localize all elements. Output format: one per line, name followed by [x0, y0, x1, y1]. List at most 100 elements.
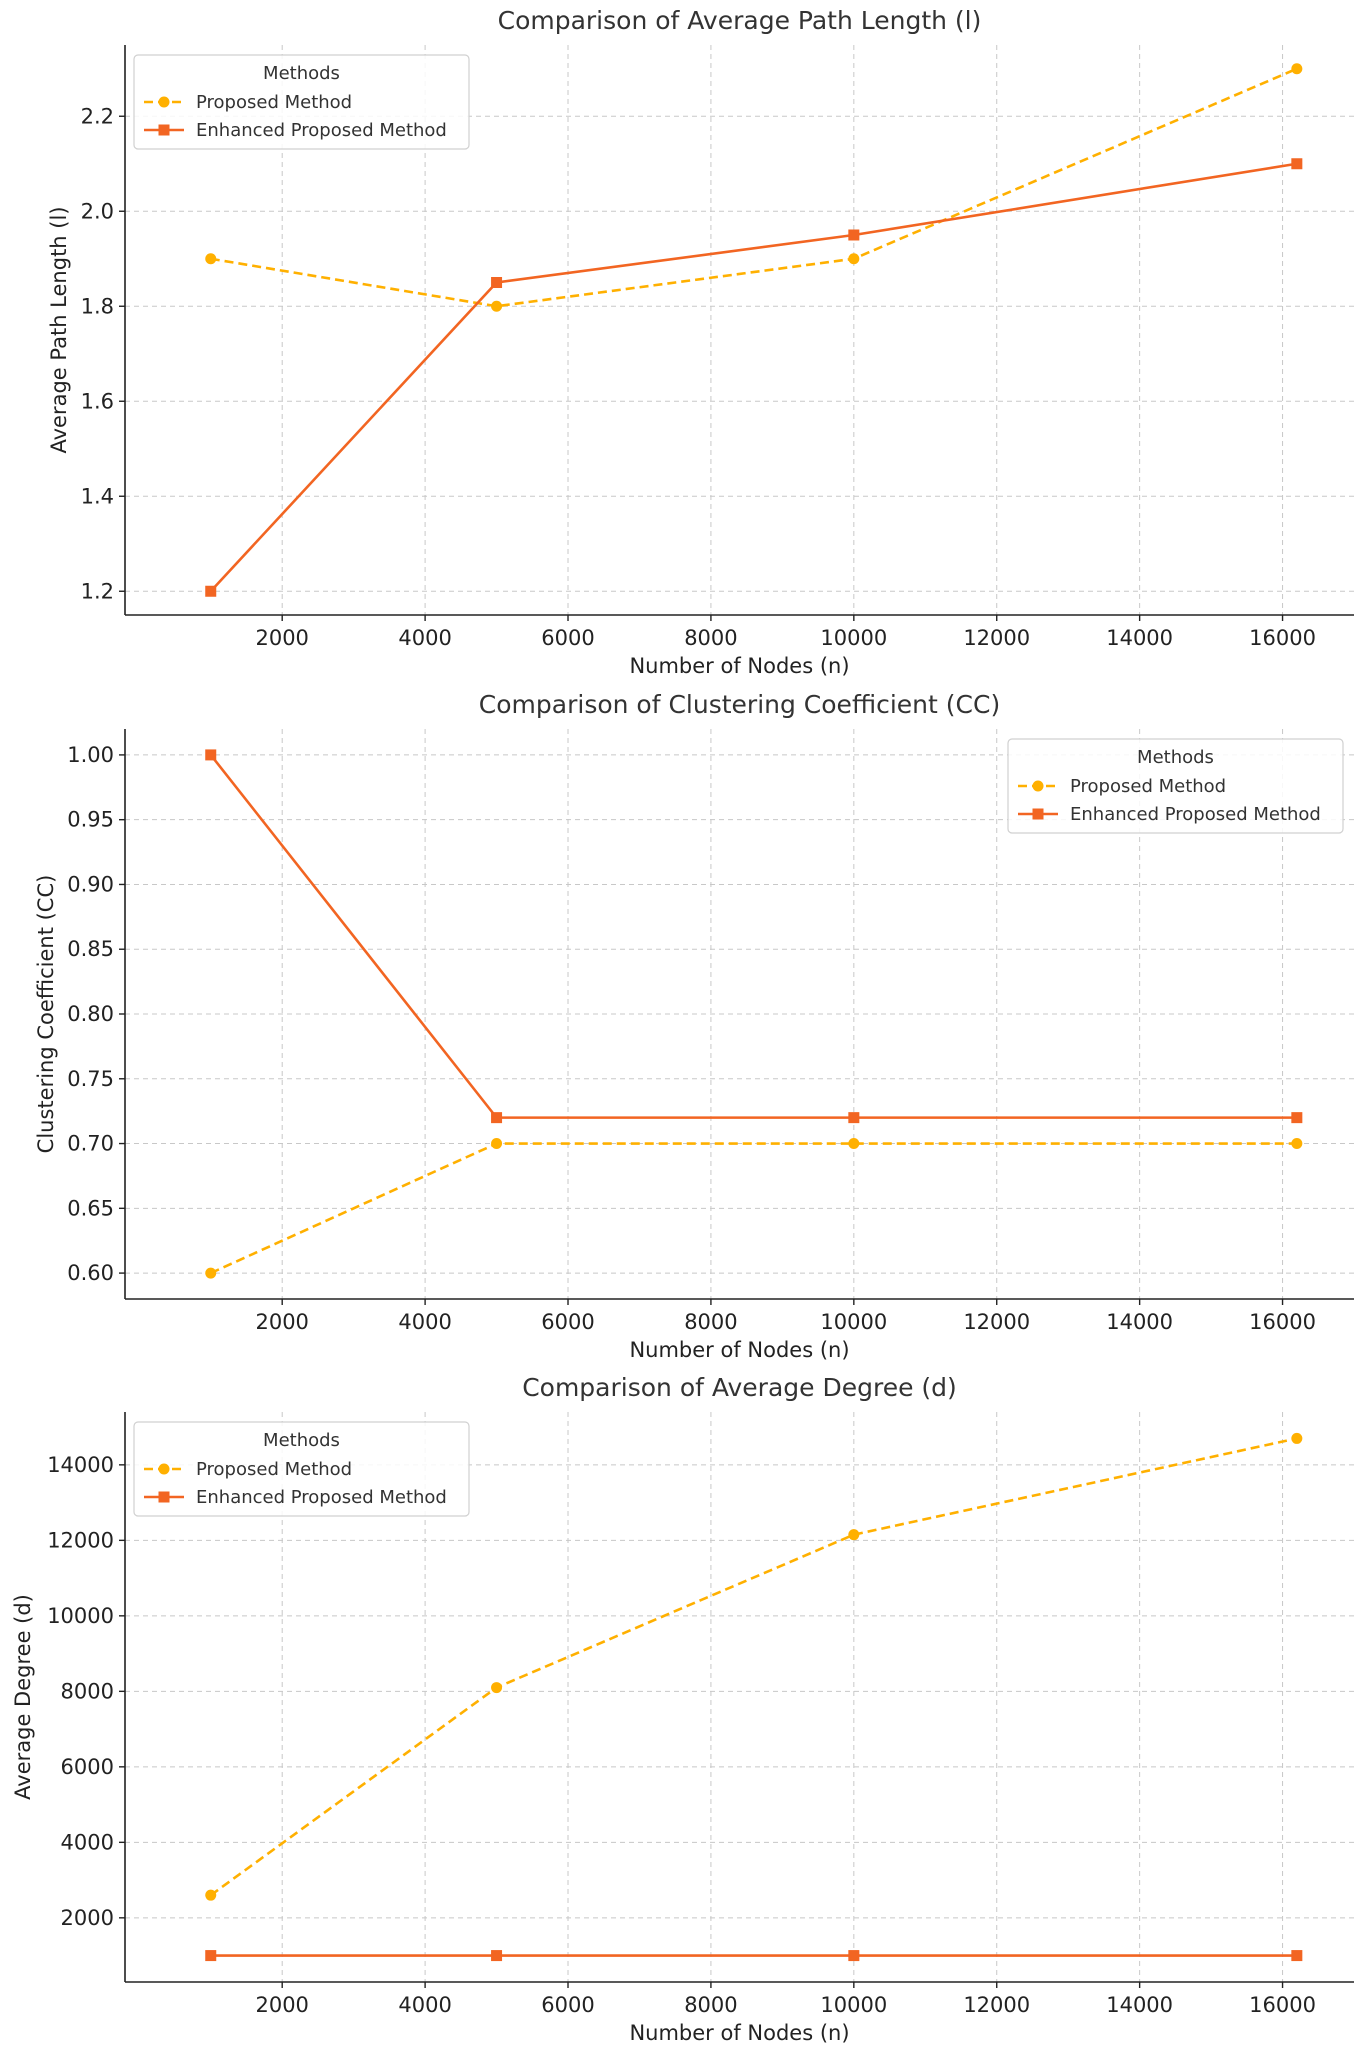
series-enhanced-proposed-method [205, 158, 1303, 597]
x-tick-label: 12000 [963, 1993, 1030, 2017]
legend-box [1007, 738, 1344, 834]
series-enhanced-proposed-method [205, 749, 1303, 1124]
series-proposed-method [205, 63, 1303, 312]
y-tick-label: 1.2 [81, 579, 114, 603]
legend-entry-label: Proposed Method [1070, 776, 1226, 797]
y-tick-label: 0.80 [67, 1002, 114, 1026]
series-proposed-method [205, 1432, 1303, 1901]
legend: Methods Proposed Method Enhanced Proposed … [133, 1421, 470, 1517]
data-point [491, 277, 503, 288]
x-tick-label: 16000 [1249, 1993, 1316, 2017]
x-tick-label: 10000 [820, 1310, 887, 1334]
data-point [491, 1138, 503, 1150]
data-point [205, 253, 217, 265]
x-tick-label: 10000 [820, 1993, 887, 2017]
legend-swatch-marker [1032, 780, 1044, 792]
x-tick-label: 14000 [1106, 626, 1173, 650]
series-line [210, 67, 1298, 308]
y-tick-label: 10000 [47, 1604, 114, 1628]
legend: Methods Proposed Method Enhanced Proposed … [133, 54, 470, 150]
legend-swatch-marker [158, 124, 170, 136]
y-tick-label: 6000 [61, 1755, 114, 1779]
series-line [210, 1142, 1297, 1275]
data-point [848, 1138, 860, 1150]
x-tick-label: 16000 [1249, 626, 1316, 650]
y-axis-label: Average Path Length (l) [47, 206, 71, 453]
series-line [209, 1437, 1298, 1897]
x-tick-label: 2000 [255, 626, 308, 650]
chart-1: 2000 4000 6000 8000 10000 12000 14000 16000 1.2 1… [47, 6, 1354, 678]
y-tick-label: 14000 [47, 1453, 114, 1477]
chart-title: Comparison of Average Degree (d) [522, 1373, 957, 1402]
y-tick-label: 12000 [47, 1528, 114, 1552]
series-enhanced-proposed-method [205, 1950, 1303, 1962]
y-tick-label: 2.0 [81, 199, 114, 223]
y-tick-label: 1.8 [81, 294, 114, 318]
y-tick-label: 1.6 [81, 389, 114, 413]
data-point [1291, 1432, 1303, 1444]
chart-2: 2000 4000 6000 8000 10000 12000 14000 16000 0.60… [34, 690, 1354, 1362]
y-tick-label: 0.60 [67, 1261, 114, 1285]
legend-entry-label: Proposed Method [196, 1459, 352, 1480]
legend-box [133, 54, 470, 150]
legend-swatch-marker [158, 1491, 170, 1503]
legend-title: Methods [263, 63, 340, 84]
y-tick-label: 0.75 [67, 1067, 114, 1091]
data-point [1291, 1950, 1303, 1962]
legend-entry-label: Enhanced Proposed Method [196, 120, 447, 141]
data-point [848, 229, 860, 241]
legend-swatch-marker [158, 1463, 170, 1475]
data-point [205, 1889, 217, 1901]
series-line [209, 162, 1298, 593]
x-tick-label: 8000 [684, 1993, 737, 2017]
data-point [491, 300, 503, 312]
data-point [848, 1112, 860, 1124]
y-tick-label: 2.2 [81, 104, 114, 128]
y-tick-label: 1.4 [81, 484, 114, 508]
y-tick-label: 0.85 [67, 937, 114, 961]
x-tick-label: 12000 [963, 626, 1030, 650]
x-tick-label: 8000 [684, 1310, 737, 1334]
data-point [1291, 63, 1303, 75]
chart-title: Comparison of Average Path Length (l) [498, 6, 982, 35]
data-point [205, 585, 217, 597]
y-tick-label: 4000 [61, 1830, 114, 1854]
legend-entry-label: Enhanced Proposed Method [196, 1487, 447, 1508]
data-point [491, 1682, 503, 1694]
data-point [848, 1950, 860, 1962]
y-tick-label: 0.95 [67, 808, 114, 832]
legend-entry-label: Enhanced Proposed Method [1070, 804, 1321, 825]
x-tick-label: 16000 [1249, 1310, 1316, 1334]
x-tick-label: 8000 [684, 626, 737, 650]
data-point [491, 1112, 503, 1124]
legend-title: Methods [1137, 747, 1214, 768]
legend: Methods Proposed Method Enhanced Proposed … [1007, 738, 1344, 834]
legend-box [133, 1421, 470, 1517]
y-tick-label: 2000 [61, 1906, 114, 1930]
legend-swatch-marker [158, 96, 170, 108]
legend-entry-label: Proposed Method [196, 92, 352, 113]
data-point [1291, 1138, 1303, 1150]
x-tick-label: 6000 [541, 626, 594, 650]
x-tick-label: 14000 [1106, 1310, 1173, 1334]
x-tick-label: 12000 [963, 1310, 1030, 1334]
chart-3: 2000 4000 6000 8000 10000 12000 14000 16000 2000… [11, 1373, 1354, 2045]
x-tick-label: 6000 [541, 1993, 594, 2017]
x-tick-label: 2000 [255, 1310, 308, 1334]
series-line [209, 754, 1297, 1119]
y-tick-label: 0.70 [67, 1132, 114, 1156]
legend-swatch-marker [1032, 808, 1044, 820]
data-point [848, 253, 860, 265]
data-point [848, 1529, 860, 1541]
y-tick-label: 0.90 [67, 872, 114, 896]
x-tick-label: 6000 [541, 1310, 594, 1334]
data-point [1291, 158, 1303, 170]
y-tick-label: 0.65 [67, 1196, 114, 1220]
y-tick-label: 8000 [61, 1679, 114, 1703]
x-axis-label: Number of Nodes (n) [629, 1338, 849, 1362]
x-tick-label: 4000 [398, 1993, 451, 2017]
data-point [1291, 1112, 1303, 1124]
chart-title: Comparison of Clustering Coefficient (CC… [479, 690, 1000, 719]
